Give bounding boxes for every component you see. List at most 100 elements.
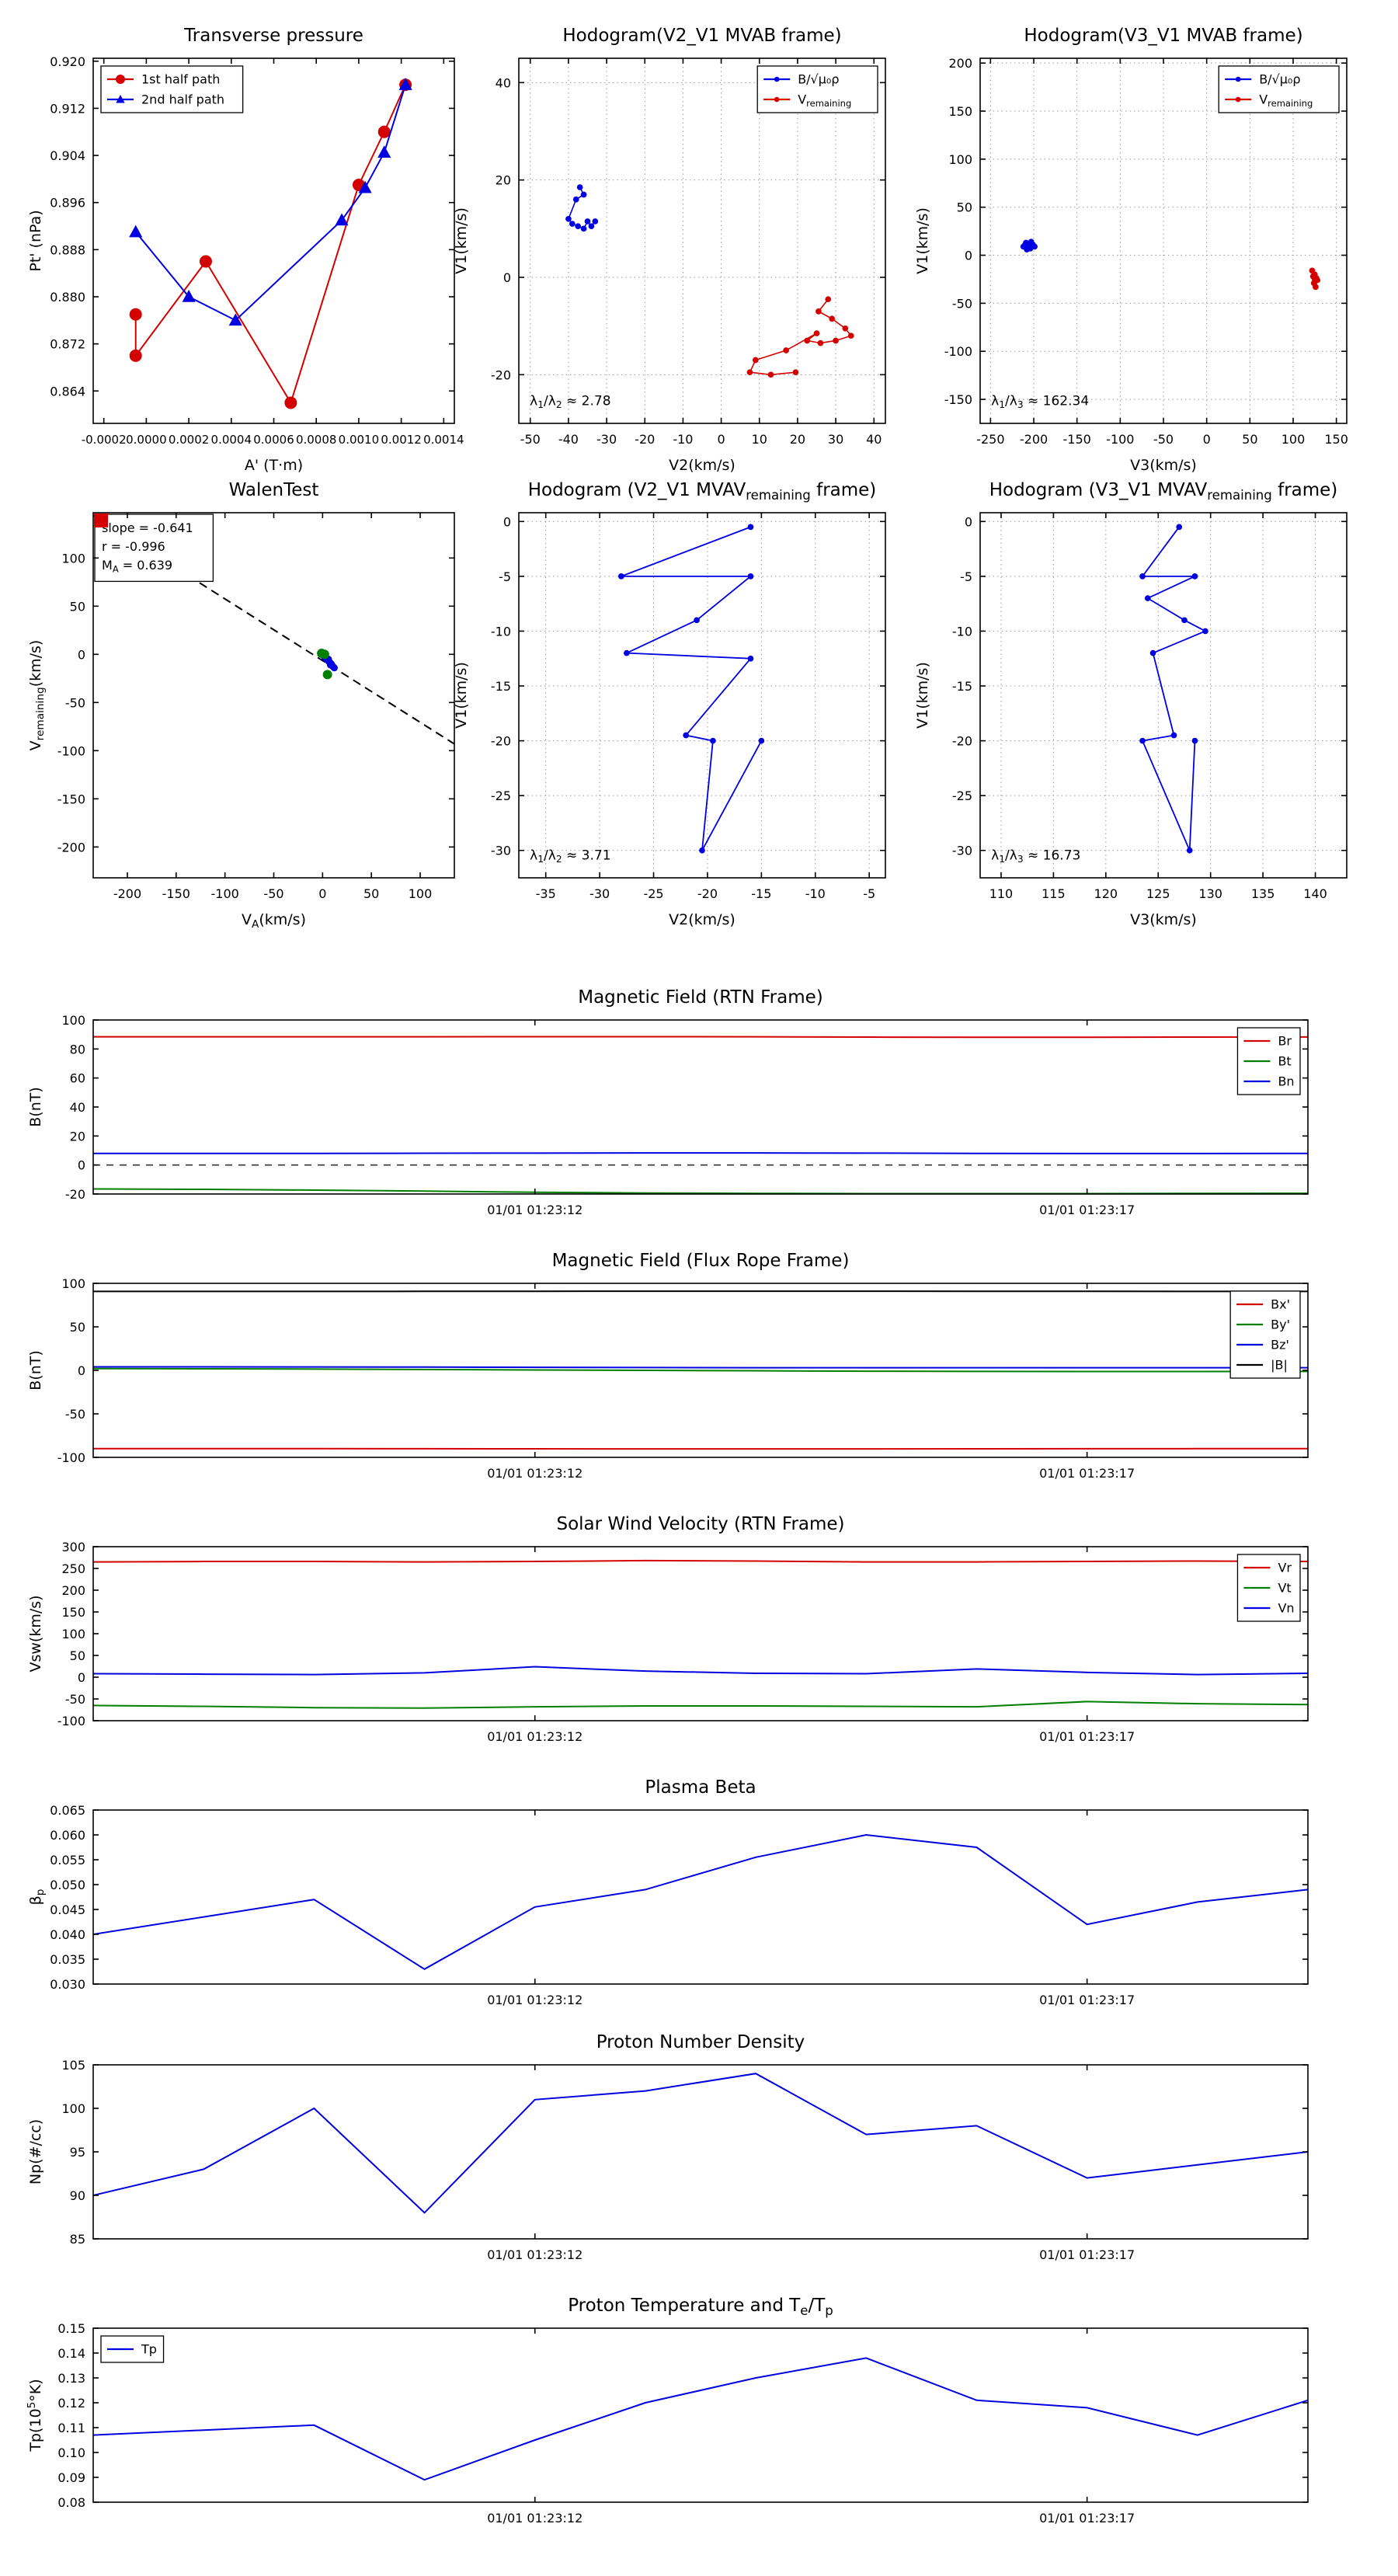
y-axis-label: Np(#/cc) <box>27 2119 44 2184</box>
legend: Br Bt Bn <box>1236 1027 1301 1095</box>
y-axis-label: V1(km/s) <box>453 207 470 274</box>
tick-labels: 01/01 01:23:12 01/01 01:23:17 0.08 0.09 0.10… <box>57 2321 1135 2526</box>
chart-title: Hodogram(V3_V1 MVAB frame) <box>1024 26 1302 46</box>
x-axis-label: VA(km/s) <box>242 911 306 931</box>
svg-text:90: 90 <box>70 2188 85 2203</box>
svg-text:-100: -100 <box>57 1450 85 1465</box>
svg-text:Bz': Bz' <box>1271 1338 1289 1352</box>
y-axis-label: V1(km/s) <box>914 662 931 729</box>
plot-svg-mag_fluxrope: Magnetic Field (Flux Rope Frame) 01/01 01… <box>27 1251 1309 1481</box>
svg-text:-250: -250 <box>976 432 1004 447</box>
plasma-beta-chart: Plasma Beta 01/01 01:23:12 01/01 01:23:17 0… <box>8 1767 1343 2058</box>
svg-text:0.912: 0.912 <box>50 101 85 116</box>
axes-background <box>519 513 885 878</box>
svg-text:-5: -5 <box>960 569 972 584</box>
svg-text:40: 40 <box>70 1100 85 1115</box>
svg-text:Vremaining: Vremaining <box>798 92 851 110</box>
svg-text:0: 0 <box>965 249 972 263</box>
svg-text:-30: -30 <box>589 886 610 901</box>
axes-frame <box>92 1019 1309 1195</box>
svg-text:50: 50 <box>70 599 85 614</box>
svg-text:0.055: 0.055 <box>50 1853 85 1868</box>
svg-text:0: 0 <box>503 270 511 285</box>
series-group <box>129 78 412 409</box>
plot-svg-hodogram_v3v1_mvab: Hodogram(V3_V1 MVAB frame) λ1/λ3 ≈ 162.34… <box>914 26 1348 474</box>
svg-text:-35: -35 <box>536 886 556 901</box>
tick-labels: -200 -150 -100 -50 0 50 100 -200 -150 -100 -50 0 50 1… <box>57 551 433 901</box>
svg-text:0: 0 <box>78 1670 85 1685</box>
svg-text:01/01 01:23:12: 01/01 01:23:12 <box>487 1993 582 2007</box>
svg-text:100: 100 <box>948 152 972 167</box>
y-axis-label: B(nT) <box>27 1087 44 1127</box>
svg-text:-50: -50 <box>65 1407 85 1422</box>
svg-text:40: 40 <box>496 75 511 90</box>
magnetic-field-rtn-chart: Magnetic Field (RTN Frame) 01/01 01:23:12… <box>8 977 1343 1268</box>
legend: Bx' By' Bz' |B| <box>1229 1290 1301 1379</box>
svg-text:0.040: 0.040 <box>50 1927 85 1942</box>
tick-labels: 01/01 01:23:12 01/01 01:23:17 -100 -50 0 50 10… <box>57 1276 1135 1481</box>
svg-text:100: 100 <box>61 1627 85 1641</box>
hodogram-v3v1-mvab-chart: Hodogram(V3_V1 MVAB frame) λ1/λ3 ≈ 162.34… <box>895 16 1382 497</box>
svg-text:0: 0 <box>717 432 725 447</box>
hodogram-v2v1-mvav-chart: Hodogram (V2_V1 MVAVremaining frame) λ1/λ… <box>433 470 920 952</box>
legend: 1st half path 2nd half path <box>100 65 244 113</box>
svg-text:-100: -100 <box>211 886 239 901</box>
svg-text:0.065: 0.065 <box>50 1803 85 1818</box>
tick-labels: 01/01 01:23:12 01/01 01:23:17 0.030 0.035 0.… <box>50 1803 1135 2007</box>
svg-text:-20: -20 <box>491 367 511 382</box>
plot-svg-hodogram_v2v1_mvav: Hodogram (V2_V1 MVAVremaining frame) λ1/λ… <box>453 480 886 928</box>
svg-text:-40: -40 <box>558 432 579 447</box>
svg-text:10: 10 <box>752 432 767 447</box>
svg-text:-25: -25 <box>643 886 663 901</box>
svg-text:0.0012: 0.0012 <box>381 433 422 447</box>
svg-text:-5: -5 <box>863 886 875 901</box>
svg-text:-200: -200 <box>113 886 141 901</box>
svg-text:0.920: 0.920 <box>50 54 85 69</box>
y-axis-label: Tp(105°K) <box>26 2379 44 2452</box>
y-axis-label: Vremaining(km/s) <box>27 640 47 751</box>
svg-text:r = -0.996: r = -0.996 <box>102 539 165 554</box>
svg-text:-50: -50 <box>952 296 972 311</box>
solar-wind-velocity-chart: Solar Wind Velocity (RTN Frame) 01/01 01:… <box>8 1504 1343 1794</box>
svg-text:0: 0 <box>965 514 972 529</box>
svg-text:0.09: 0.09 <box>57 2470 85 2485</box>
svg-text:-20: -20 <box>635 432 655 447</box>
svg-text:-10: -10 <box>491 624 511 639</box>
svg-text:-100: -100 <box>57 1714 85 1728</box>
legend: B/√μ₀ρ Vremaining <box>1218 65 1340 113</box>
svg-text:0.13: 0.13 <box>57 2371 85 2386</box>
chart-title: Proton Temperature and Te/Tp <box>568 2296 833 2318</box>
y-axis-label: Vsw(km/s) <box>27 1595 44 1672</box>
svg-text:-30: -30 <box>491 844 511 858</box>
grid <box>519 513 885 878</box>
tick-labels: 01/01 01:23:12 01/01 01:23:17 85 90 95 100 105 <box>61 2058 1135 2262</box>
svg-text:0.11: 0.11 <box>57 2421 85 2435</box>
svg-text:-25: -25 <box>952 788 972 803</box>
svg-text:-150: -150 <box>57 792 85 806</box>
svg-text:-0.0002: -0.0002 <box>82 433 127 447</box>
y-axis-label: βp <box>27 1889 47 1906</box>
svg-text:50: 50 <box>70 1648 85 1663</box>
series-group <box>1139 524 1208 854</box>
svg-text:100: 100 <box>61 2101 85 2116</box>
axes-frame <box>92 2327 1309 2503</box>
svg-text:105: 105 <box>61 2058 85 2073</box>
svg-text:140: 140 <box>1303 886 1327 901</box>
svg-text:100: 100 <box>409 886 433 901</box>
svg-text:100: 100 <box>61 1013 85 1028</box>
svg-text:50: 50 <box>957 200 972 215</box>
svg-text:200: 200 <box>61 1583 85 1598</box>
svg-text:-10: -10 <box>805 886 826 901</box>
svg-text:120: 120 <box>1094 886 1118 901</box>
walen-test-chart: WalenTest slope = -0.641 r = -0.996 MA = 0.… <box>8 470 489 952</box>
svg-text:01/01 01:23:17: 01/01 01:23:17 <box>1039 2247 1135 2262</box>
series-group <box>565 184 854 378</box>
svg-text:100: 100 <box>1282 432 1306 447</box>
chart-title: Solar Wind Velocity (RTN Frame) <box>556 1514 844 1534</box>
legend: B/√μ₀ρ Vremaining <box>756 65 878 113</box>
y-axis-label: Pt' (nPa) <box>27 210 44 271</box>
svg-text:20: 20 <box>496 173 511 188</box>
series-group <box>93 2357 1308 2481</box>
svg-text:0.14: 0.14 <box>57 2346 85 2361</box>
